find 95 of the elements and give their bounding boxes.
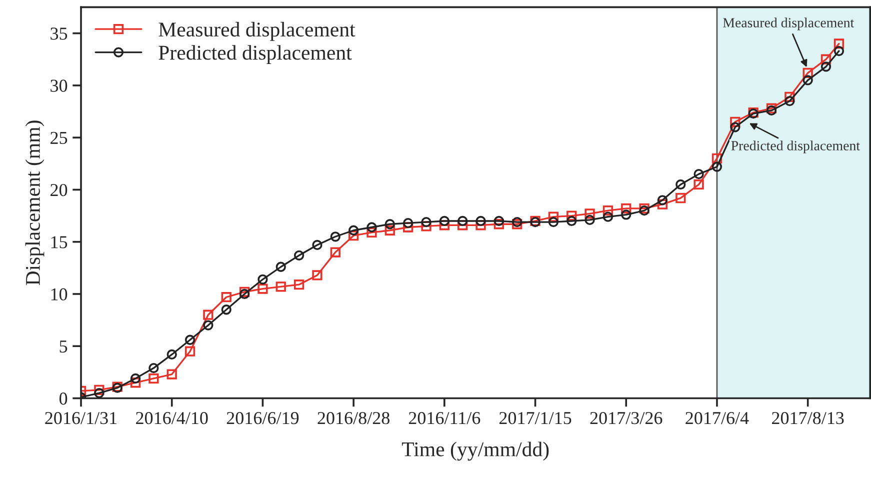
point (94, 388, 104, 398)
x-tick-label: 2017/8/13 (772, 412, 844, 424)
point (421, 221, 432, 232)
point (834, 46, 844, 56)
point (166, 349, 177, 360)
point (258, 284, 268, 294)
point (221, 304, 232, 315)
x-tick-label: 2016/6/19 (226, 412, 299, 424)
point (330, 247, 340, 258)
point (676, 179, 686, 190)
point (239, 286, 250, 297)
point (148, 362, 159, 374)
x-tick-label: 2016/4/10 (136, 412, 208, 424)
point (512, 216, 522, 228)
point (566, 210, 577, 221)
point (784, 96, 795, 106)
point (694, 168, 704, 180)
point (403, 218, 414, 228)
point (657, 195, 668, 206)
y-tick-label: 20 (50, 184, 68, 196)
y-tick-label: 10 (51, 288, 68, 300)
point (130, 378, 141, 388)
point (330, 232, 340, 242)
point (239, 288, 250, 300)
point (784, 92, 795, 102)
point (712, 162, 722, 172)
point (294, 250, 304, 260)
x-tick-label: 2017/1/15 (499, 412, 572, 424)
point (602, 212, 614, 222)
point (384, 225, 395, 236)
point (203, 320, 214, 330)
point (566, 216, 577, 226)
point (802, 75, 813, 86)
point (834, 38, 844, 49)
point (820, 62, 832, 72)
point (621, 210, 632, 220)
y-tick-label: 5 (60, 340, 68, 353)
point (366, 222, 377, 232)
point (494, 216, 504, 226)
point (657, 199, 668, 210)
point (184, 334, 196, 345)
x-axis-title: Time (yy/mm/dd) (402, 442, 549, 461)
point (602, 205, 614, 216)
point (730, 122, 740, 132)
point (294, 280, 304, 290)
y-tick-label: 15 (51, 236, 68, 248)
y-tick-label: 35 (50, 28, 68, 40)
point (312, 270, 322, 280)
x-tick-label: 2016/1/31 (45, 412, 117, 424)
point (694, 179, 704, 190)
point (148, 373, 159, 384)
x-tick-label: 2017/3/26 (590, 412, 662, 424)
point (712, 153, 722, 164)
point (494, 219, 504, 230)
point (730, 116, 740, 127)
point (458, 216, 468, 226)
y-tick-label: 25 (50, 132, 68, 144)
point (584, 208, 595, 219)
point (184, 346, 196, 356)
y-tick-label: 0 (59, 392, 68, 405)
point (203, 310, 214, 320)
point (94, 384, 104, 395)
point (548, 212, 559, 222)
point (348, 230, 359, 241)
point (476, 216, 486, 226)
point (766, 105, 777, 116)
annotation: Predicted displacement (731, 140, 860, 154)
point (312, 240, 322, 250)
point (276, 262, 286, 272)
point (421, 216, 432, 228)
y-tick-label: 30 (50, 80, 68, 92)
annotation: Measured displacement (723, 18, 854, 30)
point (366, 227, 377, 238)
point (439, 216, 450, 226)
point (258, 274, 268, 284)
x-tick-label: 2016/8/28 (318, 412, 390, 424)
x-tick-label: 2017/6/4 (686, 412, 749, 424)
legend-label: Predicted displacement (158, 45, 352, 64)
point (820, 54, 832, 64)
point (676, 192, 686, 204)
point (166, 369, 177, 380)
point (130, 373, 141, 384)
point (548, 216, 559, 228)
point (512, 219, 522, 230)
point (802, 68, 813, 78)
legend-label: Measured displacement (158, 22, 356, 41)
point (584, 214, 595, 226)
y-axis-title: Displacement (mm) (25, 120, 44, 286)
point (221, 292, 232, 302)
x-tick-label: 2016/11/6 (408, 412, 480, 424)
point (276, 282, 286, 292)
point (621, 203, 632, 214)
point (766, 103, 777, 114)
point (384, 219, 395, 230)
point (348, 225, 359, 236)
